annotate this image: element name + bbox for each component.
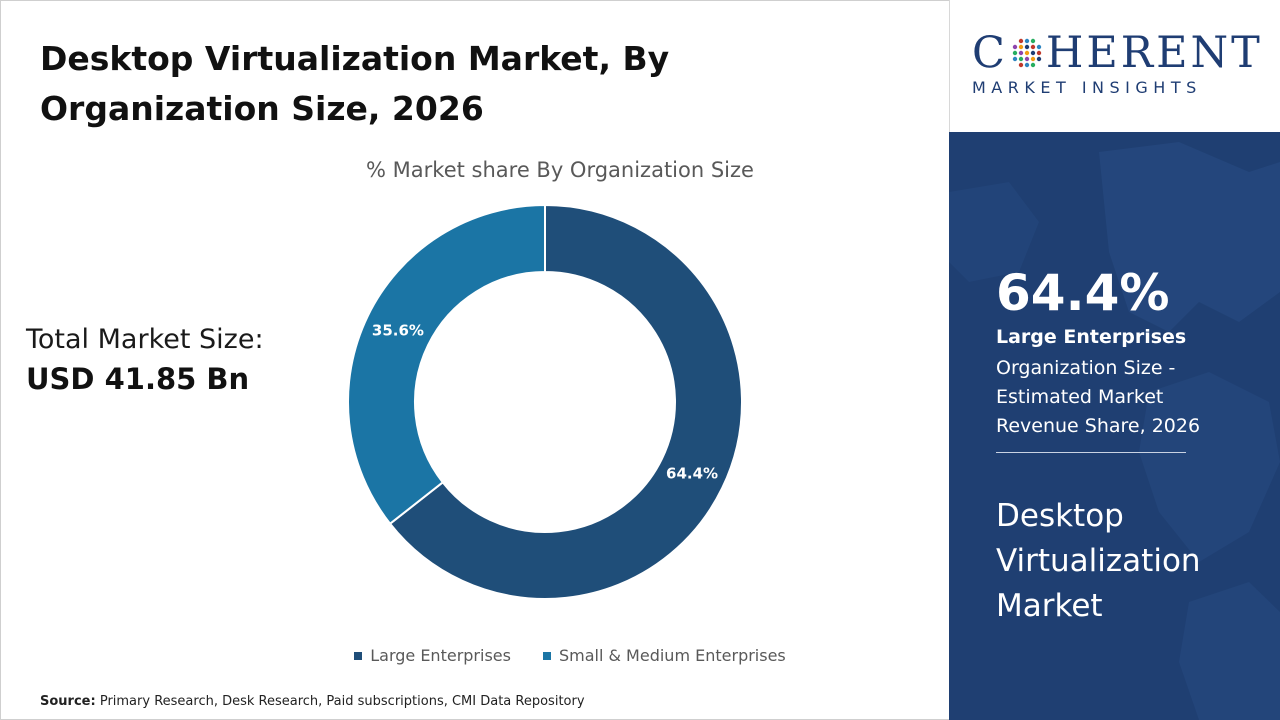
legend-swatch [354,651,363,660]
kpi-segment: Large Enterprises [996,326,1187,348]
legend-label: Small & Medium Enterprises [558,646,786,665]
legend-label: Large Enterprises [370,646,511,665]
brand-name-pre: C [972,28,1008,78]
donut-data-label: 35.6% [372,322,424,340]
brand-wordmark: C HERENT [972,28,1263,78]
source-note: Source: Primary Research, Desk Research,… [40,694,585,709]
market-size-value: USD 41.85 Bn [26,362,250,396]
source-text: Primary Research, Desk Research, Paid su… [99,694,585,709]
market-name: Desktop Virtualization Market [996,498,1201,624]
kpi-description: Organization Size - Estimated Market Rev… [996,357,1201,437]
world-map-watermark [949,142,1280,720]
donut-slice-large-enterprises [388,203,743,600]
chart-legend: Large Enterprises Small & Medium Enterpr… [300,646,840,665]
legend-swatch [542,651,551,660]
page-title: Desktop Virtualization Market, By Organi… [40,39,670,128]
legend-item-small-medium-enterprises: Small & Medium Enterprises [542,646,786,665]
brand-logo: C HERENT MARKET INSIGHTS [949,0,1280,132]
donut-slice-small-medium-enterprises [347,203,546,526]
donut-chart: 64.4% 35.6% [347,203,743,600]
chart-title: % Market share By Organization Size [366,158,754,182]
brand-name-post: HERENT [1045,28,1263,78]
kpi-value: 64.4% [996,264,1170,322]
globe-dots-icon [1012,38,1042,68]
market-size-label: Total Market Size: [26,324,264,355]
donut-labels: 64.4% 35.6% [372,322,718,483]
highlight-panel: 64.4% Large Enterprises Organization Siz… [949,132,1280,720]
source-label: Source: [40,694,96,709]
right-panel: C HERENT MARKET INSIGHTS 64.4% Large Ent… [949,0,1280,720]
donut-data-label: 64.4% [666,464,718,482]
legend-item-large-enterprises: Large Enterprises [354,646,511,665]
brand-tagline: MARKET INSIGHTS [972,78,1202,97]
donut-slices [347,203,743,600]
panel-divider [996,452,1186,453]
